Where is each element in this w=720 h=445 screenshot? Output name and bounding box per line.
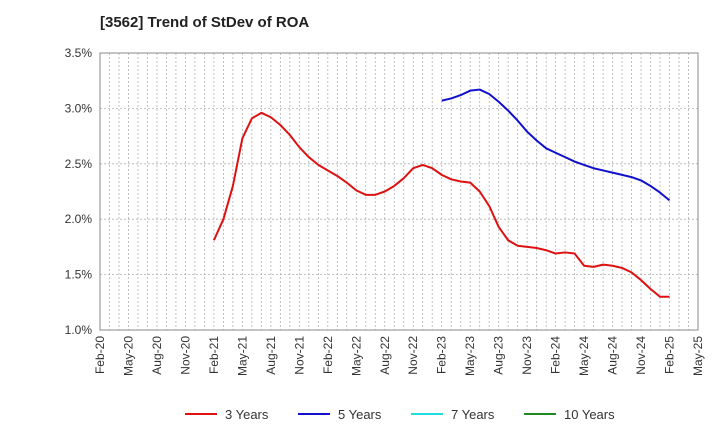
y-tick-label: 2.5% (65, 157, 93, 171)
x-tick-label: Feb-23 (435, 336, 449, 374)
series-lines (212, 88, 671, 298)
grid (99, 52, 699, 331)
y-tick-label: 1.5% (65, 268, 93, 282)
x-tick-label: Nov-24 (634, 336, 648, 375)
y-tick-label: 3.5% (65, 46, 93, 60)
legend-label: 7 Years (451, 407, 495, 422)
x-tick-label: Aug-24 (606, 336, 620, 375)
x-tick-label: Aug-20 (150, 336, 164, 375)
x-tick-label: Aug-23 (492, 336, 506, 375)
x-tick-label: Feb-20 (93, 336, 107, 374)
x-tick-label: Nov-21 (292, 336, 306, 375)
x-tick-label: Nov-22 (406, 336, 420, 375)
plot-frame (99, 52, 699, 331)
x-tick-label: Feb-25 (663, 336, 677, 374)
legend-label: 10 Years (564, 407, 615, 422)
x-tick-label: May-20 (121, 336, 135, 376)
x-tick-label: Aug-22 (378, 336, 392, 375)
x-tick-label: May-24 (577, 336, 591, 376)
x-tick-label: Nov-23 (520, 336, 534, 375)
legend: 3 Years 5 Years 7 Years 10 Years (185, 407, 615, 422)
y-tick-label: 3.0% (65, 101, 93, 115)
legend-label: 3 Years (225, 407, 269, 422)
x-tick-label: May-21 (235, 336, 249, 376)
x-tick-label: Nov-20 (178, 336, 192, 375)
x-tick-label: Feb-21 (207, 336, 221, 374)
legend-label: 5 Years (338, 407, 382, 422)
y-tick-label: 1.0% (65, 323, 93, 337)
x-tick-label: May-23 (463, 336, 477, 376)
series-line-3-years (212, 111, 670, 298)
axes: 1.0% 1.5% 2.0% 2.5% 3.0% 3.5% Feb-20 May-20 Aug-… (65, 46, 705, 376)
chart-title: [3562] Trend of StDev of ROA (100, 14, 310, 31)
x-tick-label: May-25 (691, 336, 705, 376)
y-tick-label: 2.0% (65, 212, 93, 226)
series-line-5-years (441, 88, 671, 202)
x-tick-label: Feb-22 (321, 336, 335, 374)
x-tick-label: May-22 (349, 336, 363, 376)
x-tick-label: Aug-21 (264, 336, 278, 375)
x-tick-label: Feb-24 (549, 336, 563, 374)
